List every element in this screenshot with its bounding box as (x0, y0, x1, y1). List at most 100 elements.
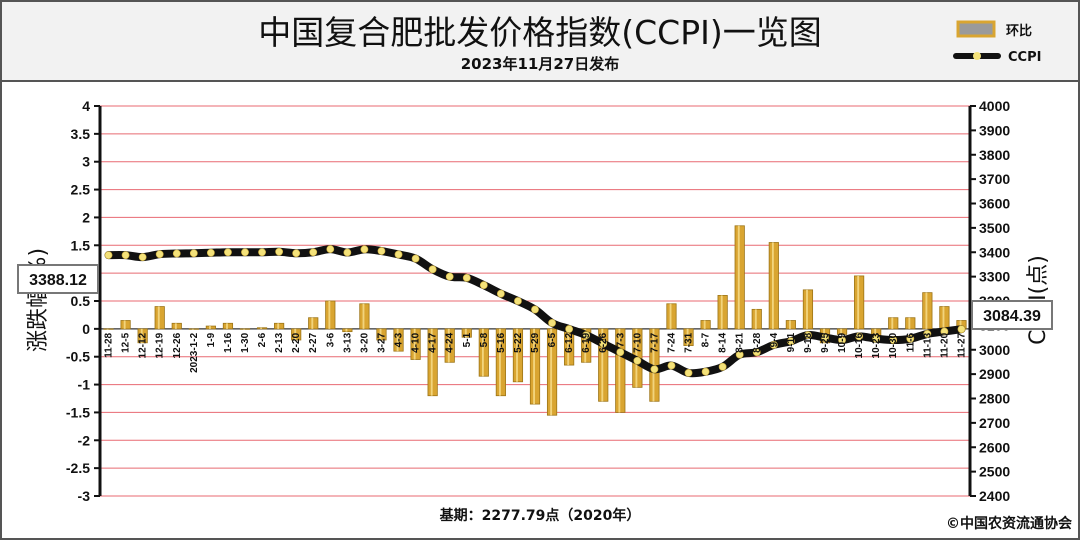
x-tick-label-37: 8-21 (735, 332, 746, 352)
x-tick-label-23: 5-16 (496, 332, 507, 352)
x-tick-label-1: 12-5 (121, 332, 132, 352)
bar-highlight-23 (499, 328, 501, 396)
ccpi-point-5-16 (496, 289, 505, 298)
ccpi-point-4-10 (411, 254, 420, 263)
bar-highlight-28 (584, 328, 587, 363)
x-tick-label-34: 7-31 (684, 332, 695, 352)
bar-11-6 (905, 317, 916, 330)
right-tick-label-15: 2500 (979, 464, 1010, 480)
ccpi-point-5-1 (462, 273, 471, 282)
bar-highlight-39 (771, 242, 774, 329)
bar-rect-2 (137, 328, 148, 344)
ccpi-point-3-20 (360, 245, 369, 254)
ccpi-point-1-9 (206, 248, 215, 257)
x-tick-label-33: 7-24 (666, 332, 677, 352)
x-tick-label-46: 10-30 (888, 332, 899, 358)
x-tick-label-49: 11-20 (939, 332, 950, 357)
ccpi-point-6-5 (548, 319, 556, 327)
ccpi-point-8-21 (735, 350, 744, 359)
x-tick-label-10: 2-13 (274, 332, 285, 352)
bar-10-30 (888, 317, 899, 330)
ccpi-point-10-9 (838, 336, 846, 344)
bar-highlight-16 (379, 328, 382, 340)
ccpi-point-12-26 (172, 249, 181, 258)
bar-9-11 (785, 320, 796, 330)
bar-highlight-22 (481, 328, 484, 377)
ccpi-line-series (104, 245, 966, 378)
x-tick-label-44: 10-16 (854, 332, 865, 358)
ccpi-point-3-6 (326, 245, 335, 253)
left-tick-label-14: -3 (78, 488, 91, 504)
x-tick-label-48: 11-13 (922, 332, 933, 357)
left-axis-ticks: 43.532.521.510.50-0.5-1-1.5-2-2.5-3 (66, 98, 100, 504)
bar-rect-10 (274, 322, 285, 330)
x-tick-label-38: 8-28 (752, 332, 763, 352)
chart-subtitle: 2023年11月27日发布 (461, 55, 620, 73)
legend-bar-label: 环比 (1006, 23, 1032, 39)
ccpi-point-6-26 (599, 339, 608, 348)
ccpi-point-5-22 (514, 297, 522, 305)
bar-rect-5 (188, 328, 199, 330)
bar-12-5 (120, 320, 131, 330)
bar-2023-1-2 (188, 328, 199, 330)
ccpi-point-7-31 (684, 369, 693, 377)
right-tick-label-0: 4000 (979, 98, 1010, 114)
right-tick-label-10: 3000 (979, 342, 1010, 358)
ccpi-point-9-25 (821, 333, 829, 342)
bar-highlight-49 (942, 306, 945, 329)
bar-highlight-24 (516, 328, 518, 382)
x-tick-label-26: 6-5 (547, 332, 558, 347)
right-tick-label-6: 3400 (979, 244, 1010, 260)
right-axis-ticks: 4000390038003700360035003400330032003100… (970, 98, 1010, 504)
x-tick-label-19: 4-17 (428, 332, 439, 352)
x-tick-label-43: 10-9 (837, 332, 848, 352)
bar-highlight-20 (447, 328, 450, 363)
ccpi-point-9-18 (804, 331, 812, 340)
bar-5-1 (461, 328, 472, 338)
ccpi-point-6-19 (582, 331, 591, 340)
bar-highlight-11 (294, 328, 297, 340)
x-tick-label-30: 7-3 (615, 332, 626, 347)
right-tick-label-2: 3800 (979, 147, 1010, 163)
x-tick-label-18: 4-10 (411, 332, 422, 352)
right-tick-label-1: 3900 (979, 122, 1010, 138)
bar-highlight-36 (720, 295, 723, 329)
x-axis-ticks: 11-28 12-5 12-12 12-19 12-26 2023-1-2 1-9 1-16 1… (104, 332, 968, 372)
bar-5-8 (478, 328, 489, 377)
bar-3-20 (359, 303, 370, 330)
right-tick-label-11: 2900 (979, 366, 1010, 382)
ccpi-point-1-30 (241, 248, 249, 257)
body-frame (0, 80, 1080, 540)
x-tick-label-15: 3-20 (359, 332, 370, 352)
left-tick-label-1: 3.5 (71, 126, 91, 142)
x-tick-label-5: 2023-1-2 (189, 332, 200, 372)
left-tick-label-0: 4 (82, 98, 90, 114)
right-tick-label-3: 3700 (979, 171, 1010, 187)
ccpi-point-11-20 (940, 327, 949, 336)
x-tick-label-24: 5-22 (513, 332, 524, 352)
bar-11-20 (939, 306, 950, 330)
bar-highlight-37 (737, 225, 740, 329)
ccpi-point-9-11 (786, 337, 795, 346)
x-tick-label-22: 5-8 (479, 332, 490, 347)
x-tick-label-0: 11-28 (104, 332, 115, 357)
x-tick-label-27: 6-12 (564, 332, 575, 352)
ccpi-point-11-28 (104, 251, 113, 260)
bar-highlight-48 (925, 292, 928, 329)
bar-12-26 (171, 322, 182, 330)
bar-highlight-35 (703, 320, 706, 329)
bar-1-9 (205, 325, 216, 330)
legend-marker-swatch (973, 52, 981, 60)
bar-7-3 (615, 328, 626, 413)
bar-highlight-29 (601, 328, 604, 402)
ccpi-point-7-3 (616, 348, 625, 357)
bar-2-6 (256, 327, 268, 330)
left-callout-value: 3388.12 (29, 272, 87, 289)
x-tick-label-40: 9-11 (786, 332, 797, 352)
bar-4-10 (410, 328, 421, 360)
ccpi-point-5-8 (479, 281, 488, 290)
x-tick-label-50: 11-27 (956, 332, 967, 357)
bar-rect-3 (154, 306, 165, 330)
bar-highlight-13 (328, 301, 331, 329)
right-tick-label-13: 2700 (979, 415, 1010, 431)
